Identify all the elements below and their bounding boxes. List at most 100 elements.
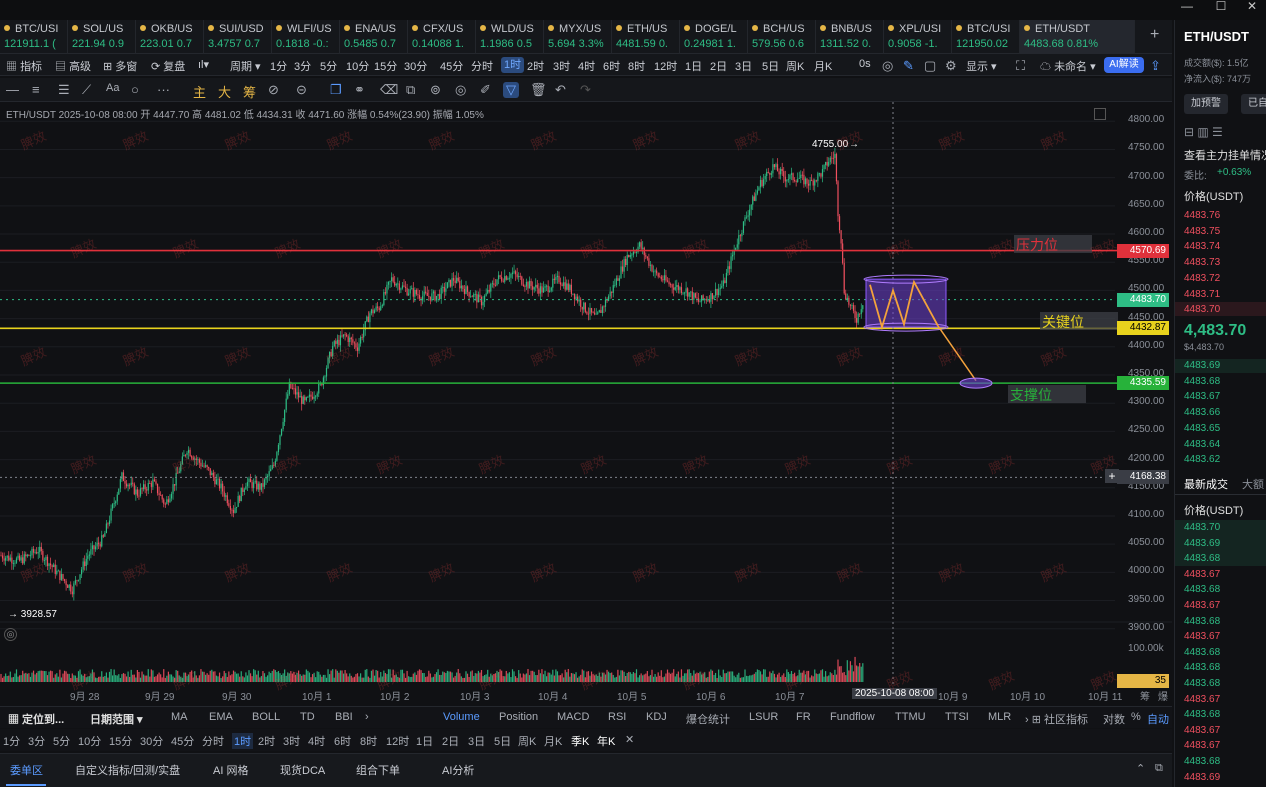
filter-icon[interactable]: ▽ <box>503 82 519 98</box>
period-20[interactable]: 月K <box>814 61 833 73</box>
sub-indicator-3[interactable]: RSI <box>608 711 627 723</box>
bid-row[interactable]: 4483.62 <box>1184 454 1221 466</box>
big-trades-tab[interactable]: 大额 <box>1242 479 1264 491</box>
multi-window-button[interactable]: ⊞ 多窗 <box>103 61 138 73</box>
symbol-tab[interactable]: BNB/US 1311.52 0. <box>816 20 884 54</box>
period-7[interactable]: 分时 <box>471 61 493 73</box>
add-tab-icon[interactable]: + <box>1150 26 1160 43</box>
bottom-tab-2[interactable]: AI 网格 <box>213 765 249 777</box>
indicator-3[interactable]: TD <box>300 711 315 723</box>
symbol-tab[interactable]: CFX/US 0.14088 1. <box>408 20 476 54</box>
big-order-button[interactable]: 大 <box>218 85 232 100</box>
sub-indicator-6[interactable]: LSUR <box>749 711 779 723</box>
bottom-period-8[interactable]: 1时 <box>232 733 254 749</box>
hide-icon[interactable]: ⊚ <box>430 82 441 97</box>
eraser-icon[interactable]: ⌫ <box>380 82 399 97</box>
period-15[interactable]: 1日 <box>685 61 703 73</box>
main-indicator-button[interactable]: 主 <box>193 85 207 100</box>
bid-row[interactable]: 4483.66 <box>1184 407 1221 419</box>
symbol-tab[interactable]: ETH/US 4481.59 0. <box>612 20 680 54</box>
close-icon[interactable]: ✕ <box>1246 0 1258 13</box>
bid-row[interactable]: 4483.68 <box>1184 375 1221 387</box>
symbol-tab[interactable]: BTC/USI 121950.02 <box>952 20 1020 54</box>
bottom-tab-4[interactable]: 组合下单 <box>356 765 400 777</box>
bottom-period-21[interactable]: 季K <box>571 736 590 748</box>
brush-icon[interactable]: ✐ <box>480 82 491 97</box>
display-button[interactable]: 显示 ▾ <box>966 61 997 73</box>
bottom-period-18[interactable]: 5日 <box>494 736 512 748</box>
bid-row[interactable]: 4483.69 <box>1184 360 1221 371</box>
symbol-tab[interactable]: SOL/US 221.94 0.9 <box>68 20 136 54</box>
period-6[interactable]: 45分 <box>440 61 464 73</box>
book-view-icons[interactable]: ⊟ ▥ ☰ <box>1184 125 1223 139</box>
share-icon[interactable]: ⇪ <box>1150 58 1161 73</box>
bottom-tab-0[interactable]: 委单区 <box>10 765 43 777</box>
symbol-tab[interactable]: BCH/US 579.56 0.6 <box>748 20 816 54</box>
fullscreen-icon[interactable]: ⛶ <box>1016 58 1026 73</box>
ask-row[interactable]: 4483.70 <box>1184 304 1221 316</box>
bottom-period-6[interactable]: 45分 <box>171 736 195 748</box>
trash-icon[interactable]: 🗑 <box>530 82 547 97</box>
main-orders-link[interactable]: 查看主力挂单情况 <box>1184 150 1266 162</box>
sub-indicator-2[interactable]: MACD <box>557 711 590 723</box>
period-9[interactable]: 2时 <box>527 61 545 73</box>
symbol-tab[interactable]: ETH/USDT 4483.68 0.81% <box>1020 20 1135 54</box>
period-1[interactable]: 3分 <box>294 61 312 73</box>
advanced-button[interactable]: ▤ 高级 <box>55 61 92 73</box>
symbol-tab[interactable]: SUI/USD 3.4757 0.7 <box>204 20 272 54</box>
bottom-period-10[interactable]: 3时 <box>283 736 301 748</box>
period-13[interactable]: 8时 <box>628 61 646 73</box>
period-close-icon[interactable]: ✕ <box>625 734 635 746</box>
period-10[interactable]: 3时 <box>553 61 571 73</box>
undo-icon[interactable]: ↶ <box>555 82 566 97</box>
period-button[interactable]: 周期 ▾ <box>230 61 261 73</box>
done-button[interactable]: 已自 <box>1241 94 1266 114</box>
sub-indicator-1[interactable]: Position <box>499 711 539 723</box>
period-11[interactable]: 4时 <box>578 61 596 73</box>
redo-icon[interactable]: ↷ <box>580 82 591 97</box>
sub-indicator-9[interactable]: TTMU <box>895 711 926 723</box>
camera-icon[interactable]: ◎ <box>882 58 894 73</box>
percent-scale-toggle[interactable]: % <box>1131 711 1141 723</box>
replay-button[interactable]: ⟳ 复盘 <box>151 61 186 73</box>
period-12[interactable]: 6时 <box>603 61 621 73</box>
pen-icon[interactable]: ✎ <box>903 58 914 73</box>
bottom-period-4[interactable]: 15分 <box>109 736 133 748</box>
bottom-period-0[interactable]: 1分 <box>3 736 21 748</box>
price-chart[interactable] <box>0 102 1172 702</box>
symbol-tab[interactable]: DOGE/L 0.24981 1. <box>680 20 748 54</box>
bid-row[interactable]: 4483.64 <box>1184 438 1221 450</box>
magnet-icon[interactable]: ⊘ <box>268 82 279 97</box>
bottom-period-1[interactable]: 3分 <box>28 736 46 748</box>
target-ellipse[interactable] <box>959 377 993 389</box>
ask-row[interactable]: 4483.71 <box>1184 288 1221 300</box>
period-8[interactable]: 1时 <box>501 57 525 73</box>
period-16[interactable]: 2日 <box>710 61 728 73</box>
compare-icon[interactable]: ⧉ <box>406 82 416 97</box>
w-pattern-line[interactable] <box>869 279 939 331</box>
bottom-period-14[interactable]: 12时 <box>386 736 410 748</box>
minimize-icon[interactable]: — <box>1181 0 1193 13</box>
bottom-period-15[interactable]: 1日 <box>416 736 434 748</box>
period-3[interactable]: 10分 <box>346 61 370 73</box>
ai-interpret-button[interactable]: AI解读 <box>1104 57 1144 73</box>
bottom-tab-3[interactable]: 现货DCA <box>280 765 326 777</box>
locate-button[interactable]: ▦ 定位到... <box>8 714 65 726</box>
ask-row[interactable]: 4483.73 <box>1184 257 1221 269</box>
maximize-icon[interactable]: ☐ <box>1215 0 1227 13</box>
bid-row[interactable]: 4483.65 <box>1184 422 1221 434</box>
auto-scale-toggle[interactable]: 自动 <box>1147 714 1169 726</box>
bottom-period-22[interactable]: 年K <box>597 736 616 748</box>
indicator-0[interactable]: MA <box>171 711 188 723</box>
collapse-icon[interactable]: ⌃ <box>1136 763 1146 775</box>
ask-row[interactable]: 4483.72 <box>1184 272 1221 284</box>
period-2[interactable]: 5分 <box>320 61 338 73</box>
more-tools-icon[interactable]: ··· <box>157 82 170 97</box>
projection-arrow[interactable] <box>937 325 977 382</box>
sub-indicator-4[interactable]: KDJ <box>646 711 667 723</box>
text-tool-icon[interactable]: Aa <box>106 82 120 94</box>
symbol-tab[interactable]: OKB/US 223.01 0.7 <box>136 20 204 54</box>
popout-icon[interactable]: ⧉ <box>1155 762 1163 774</box>
sub-indicator-8[interactable]: Fundflow <box>830 711 875 723</box>
layout-name-button[interactable]: ☁ 未命名 ▾ <box>1040 61 1096 73</box>
